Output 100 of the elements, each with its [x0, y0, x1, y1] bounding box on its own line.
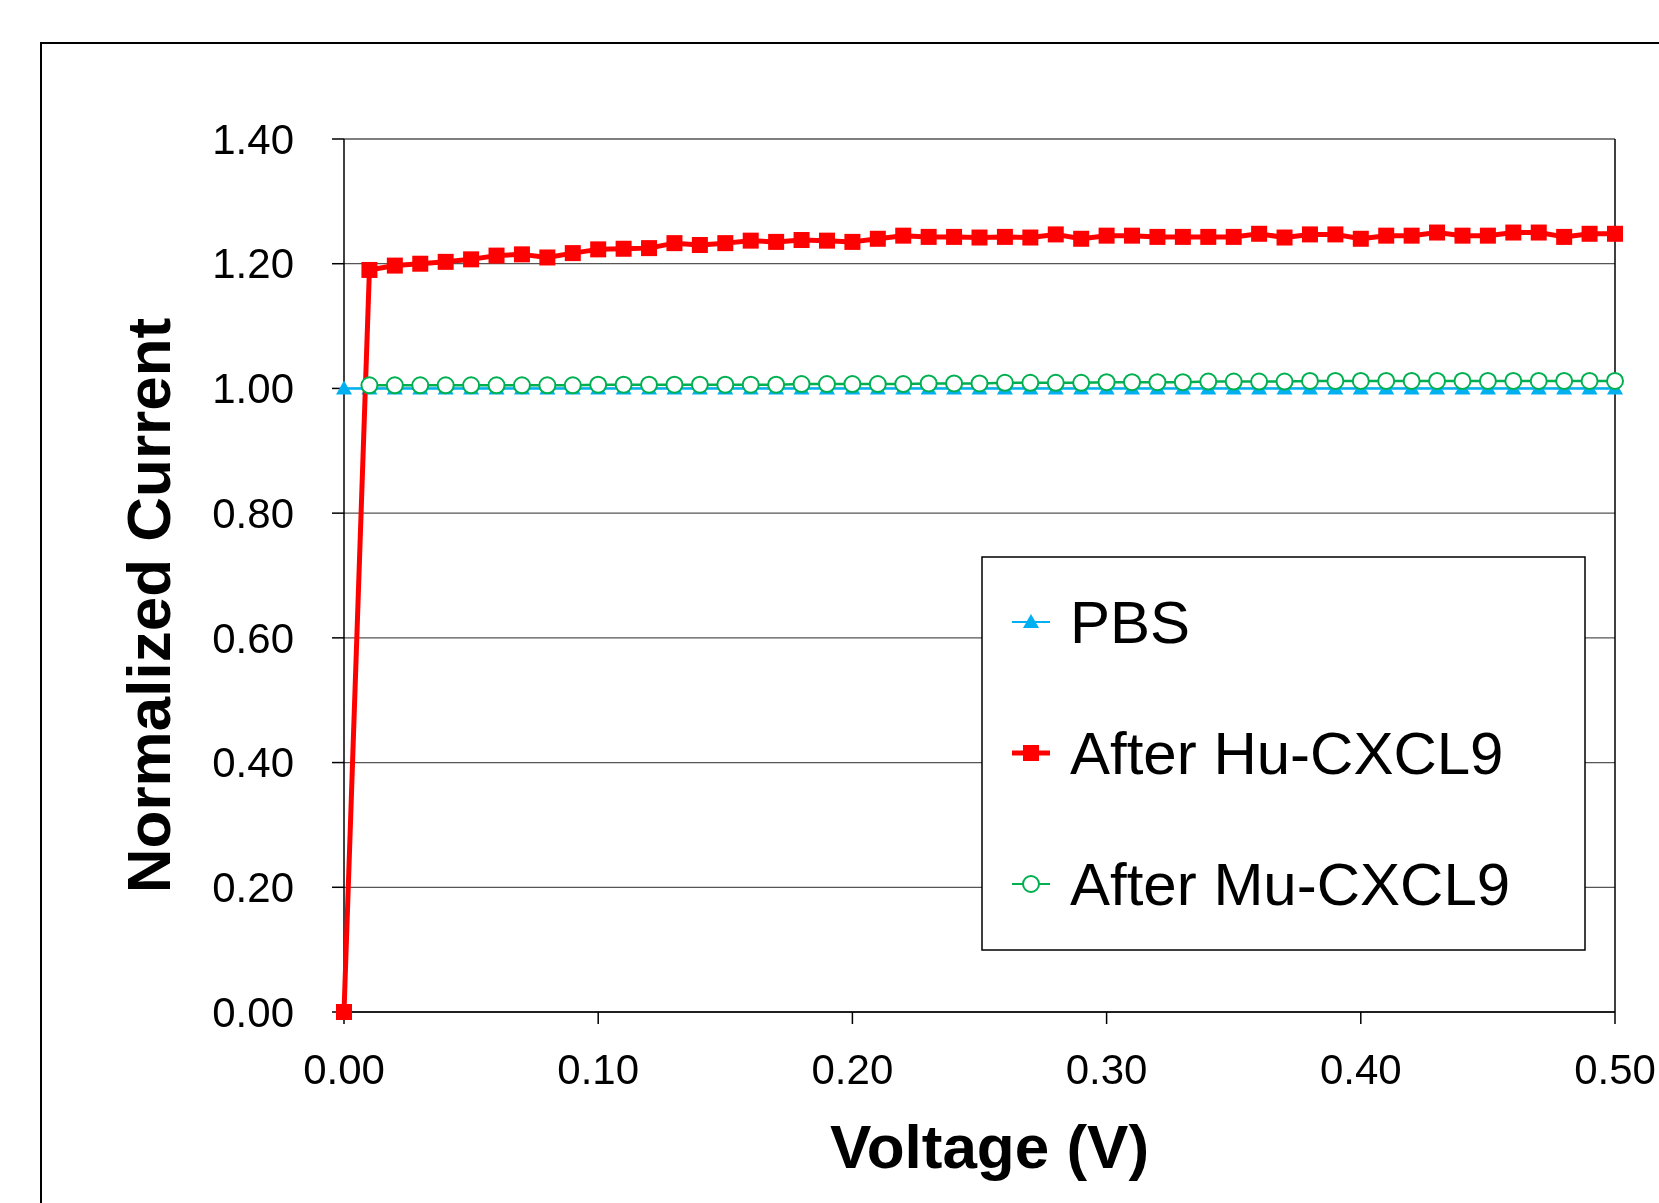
point: [512, 376, 531, 395]
point: [1200, 228, 1217, 245]
point: [995, 373, 1014, 392]
point: [436, 376, 455, 395]
legend-label: After Hu-CXCL9: [1070, 720, 1504, 787]
point: [462, 376, 481, 395]
point: [1073, 230, 1090, 247]
point: [1504, 371, 1523, 390]
point: [590, 241, 607, 258]
point: [742, 232, 759, 249]
point: [1453, 371, 1472, 390]
point: [1607, 225, 1623, 242]
point: [1581, 225, 1598, 242]
y-tick-label: 0.60: [212, 614, 294, 662]
point: [463, 251, 480, 268]
point: [666, 235, 683, 252]
y-axis-title: Normalized Current: [114, 317, 183, 894]
point: [1429, 224, 1446, 241]
point: [1124, 227, 1141, 244]
point: [1351, 371, 1370, 390]
point: [996, 228, 1013, 245]
point: [437, 253, 454, 270]
point: [716, 375, 735, 394]
point: [1149, 228, 1166, 245]
point: [1225, 228, 1242, 245]
point: [1327, 226, 1344, 243]
point: [488, 247, 505, 264]
point: [360, 376, 379, 395]
point: [690, 375, 709, 394]
y-tick-label: 0.20: [212, 863, 294, 911]
point: [717, 235, 734, 252]
point: [767, 375, 786, 394]
x-tick-label: 0.20: [811, 1046, 894, 1093]
point: [817, 375, 836, 394]
point: [1529, 371, 1548, 390]
point: [1224, 372, 1243, 391]
point: [1555, 371, 1574, 390]
point: [640, 375, 659, 394]
y-tick-label: 1.40: [212, 115, 294, 163]
point: [487, 376, 506, 395]
point: [919, 374, 938, 393]
point: [1072, 373, 1091, 392]
point: [894, 375, 913, 394]
point: [1250, 372, 1269, 391]
point: [920, 228, 937, 245]
point: [741, 375, 760, 394]
legend-label: After Mu-CXCL9: [1070, 851, 1511, 918]
point: [1556, 228, 1573, 245]
point: [793, 232, 810, 249]
point: [1021, 373, 1040, 392]
point: [665, 375, 684, 394]
point: [614, 375, 633, 394]
point: [1276, 229, 1293, 246]
point: [1022, 229, 1039, 246]
point: [946, 228, 963, 245]
point: [1402, 371, 1421, 390]
point: [1174, 228, 1191, 245]
point: [538, 376, 557, 395]
point: [1454, 227, 1471, 244]
point: [1199, 372, 1218, 391]
point: [1251, 225, 1268, 242]
x-axis-title: Voltage (V): [829, 1112, 1150, 1181]
point: [411, 376, 430, 395]
point: [868, 375, 887, 394]
point: [1047, 226, 1064, 243]
x-tick-label: 0.10: [557, 1046, 640, 1093]
point: [1098, 227, 1115, 244]
point: [869, 230, 886, 247]
y-tick-label: 0.40: [212, 739, 294, 787]
point: [691, 237, 708, 254]
point: [386, 257, 403, 274]
y-tick-label: 0.00: [212, 988, 294, 1036]
point: [1505, 224, 1522, 241]
x-tick-label: 0.50: [1574, 1046, 1656, 1093]
point: [792, 375, 811, 394]
point: [1046, 373, 1065, 392]
point: [336, 380, 352, 395]
point: [818, 232, 835, 249]
point: [1352, 230, 1369, 247]
point: [768, 233, 785, 250]
point: [1580, 371, 1599, 390]
point: [1301, 226, 1318, 243]
point: [1479, 227, 1496, 244]
point: [1377, 371, 1396, 390]
point: [971, 229, 988, 246]
point: [641, 240, 658, 257]
point: [385, 376, 404, 395]
point: [563, 376, 582, 395]
point: [844, 233, 861, 250]
point: [1123, 373, 1142, 392]
x-tick-label: 0.00: [303, 1046, 385, 1093]
point: [1478, 371, 1497, 390]
point: [539, 249, 556, 266]
point: [970, 374, 989, 393]
y-tick-label: 1.00: [212, 365, 294, 413]
point: [1173, 373, 1192, 392]
point: [1378, 227, 1395, 244]
y-tick-label: 1.20: [212, 240, 294, 288]
point: [1530, 224, 1547, 241]
point: [1097, 373, 1116, 392]
